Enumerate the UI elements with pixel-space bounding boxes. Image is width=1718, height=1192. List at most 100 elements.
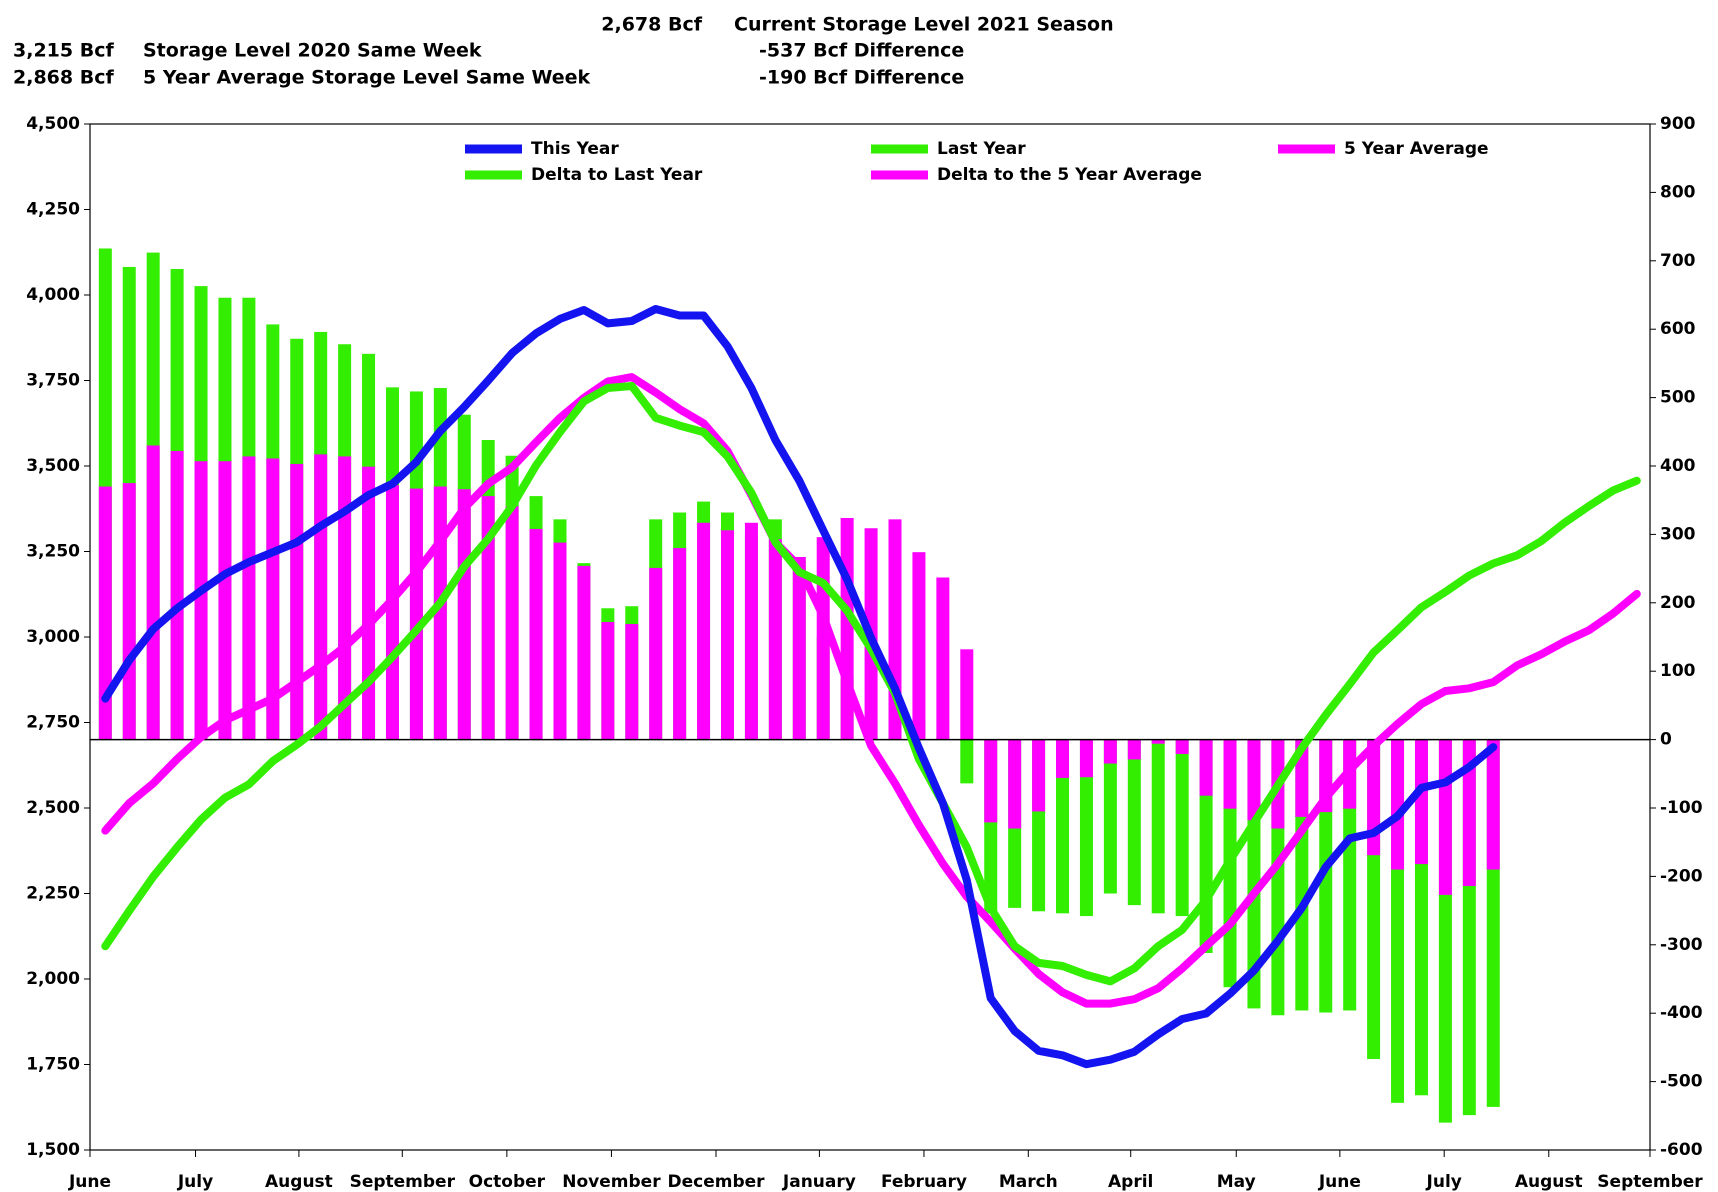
line	[101, 373, 1641, 1008]
bar	[1486, 739, 1500, 870]
line	[101, 305, 1498, 1069]
bar	[720, 530, 734, 740]
bar	[1103, 739, 1117, 764]
header-label: Current Storage Level 2021 Season	[734, 14, 1114, 36]
header-value: 2,678 Bcf	[601, 14, 702, 36]
bar	[170, 450, 184, 740]
line	[101, 382, 1641, 986]
legend-label: This Year	[531, 139, 619, 159]
bar	[194, 461, 208, 740]
y2-tick-label: -400	[1660, 1003, 1703, 1023]
bar	[1103, 739, 1117, 894]
y-tick-label: 3,500	[26, 456, 80, 476]
bar	[553, 542, 567, 740]
y-tick-label: 2,000	[26, 969, 80, 989]
y2-tick-label: -500	[1660, 1072, 1703, 1092]
y-tick-label: 3,250	[26, 542, 80, 562]
bar	[505, 506, 519, 740]
y2-tick-label: 800	[1660, 182, 1696, 202]
x-tick-label: December	[667, 1172, 765, 1192]
y2-tick-label: -200	[1660, 866, 1703, 886]
y-tick-label: 2,250	[26, 884, 80, 904]
x-tick-label: February	[881, 1172, 967, 1192]
bar	[218, 461, 232, 740]
bar	[1151, 739, 1165, 744]
x-tick-label: September	[1597, 1172, 1703, 1192]
bar	[1056, 739, 1070, 914]
bar	[146, 445, 160, 740]
bar	[601, 621, 615, 740]
bar	[673, 548, 687, 740]
x-tick-label: March	[999, 1172, 1058, 1192]
bar	[1414, 739, 1428, 865]
bar	[290, 463, 304, 740]
x-tick-label: July	[177, 1172, 213, 1192]
y2-tick-label: 900	[1660, 114, 1696, 134]
header-difference: -190 Bcf Difference	[759, 67, 964, 89]
x-tick-label: November	[562, 1172, 661, 1192]
bar	[1223, 739, 1237, 809]
header-value: 2,868 Bcf	[13, 67, 114, 89]
x-tick-label: April	[1108, 1172, 1153, 1192]
y2-tick-label: 500	[1660, 388, 1696, 408]
bar	[1032, 739, 1046, 812]
bar	[409, 488, 423, 740]
bar	[481, 496, 495, 740]
bar	[577, 565, 591, 740]
y2-tick-label: 200	[1660, 593, 1696, 613]
y2-tick-label: 400	[1660, 456, 1696, 476]
y-tick-label: 4,000	[26, 285, 80, 305]
bar	[936, 577, 950, 740]
bar	[1391, 739, 1405, 870]
bar	[1199, 739, 1213, 796]
bar	[1175, 739, 1189, 754]
legend-label: Delta to the 5 Year Average	[937, 165, 1202, 185]
x-tick-label: May	[1217, 1172, 1256, 1192]
legend-label: Last Year	[937, 139, 1026, 159]
bar	[529, 528, 543, 740]
bar	[744, 522, 758, 740]
bar	[314, 454, 328, 740]
y-tick-label: 3,750	[26, 371, 80, 391]
y2-tick-label: 0	[1660, 730, 1672, 750]
bar	[266, 458, 280, 740]
header-label: 5 Year Average Storage Level Same Week	[143, 67, 590, 89]
bar	[1151, 739, 1165, 914]
bar	[1462, 739, 1476, 886]
header-label: Storage Level 2020 Same Week	[143, 40, 482, 62]
y-tick-label: 1,500	[26, 1140, 80, 1160]
bar	[984, 739, 998, 823]
y2-tick-label: 600	[1660, 319, 1696, 339]
y2-tick-label: 100	[1660, 661, 1696, 681]
y-tick-label: 3,000	[26, 627, 80, 647]
bar	[1127, 739, 1141, 906]
bar	[960, 649, 974, 740]
y-tick-label: 4,500	[26, 114, 80, 134]
y2-tick-label: -300	[1660, 935, 1703, 955]
legend-label: 5 Year Average	[1344, 139, 1489, 159]
bar	[649, 567, 663, 740]
x-tick-label: August	[265, 1172, 333, 1192]
legend-label: Delta to Last Year	[531, 165, 703, 185]
bar	[122, 483, 136, 740]
bar	[768, 539, 782, 740]
x-tick-label: August	[1515, 1172, 1583, 1192]
y2-tick-label: 300	[1660, 524, 1696, 544]
bar	[385, 485, 399, 740]
bar	[338, 456, 352, 740]
x-tick-label: September	[350, 1172, 456, 1192]
x-tick-label: July	[1426, 1172, 1462, 1192]
bar	[1247, 739, 1261, 821]
header-value: 3,215 Bcf	[13, 40, 114, 62]
y2-tick-label: -600	[1660, 1140, 1703, 1160]
bar	[362, 466, 376, 740]
bar	[98, 486, 112, 740]
y2-tick-label: -100	[1660, 798, 1703, 818]
x-tick-label: June	[68, 1172, 111, 1192]
bar	[960, 739, 974, 784]
bar	[1079, 739, 1093, 778]
bar	[840, 517, 854, 740]
x-tick-label: January	[782, 1172, 856, 1192]
y-tick-label: 4,250	[26, 200, 80, 220]
